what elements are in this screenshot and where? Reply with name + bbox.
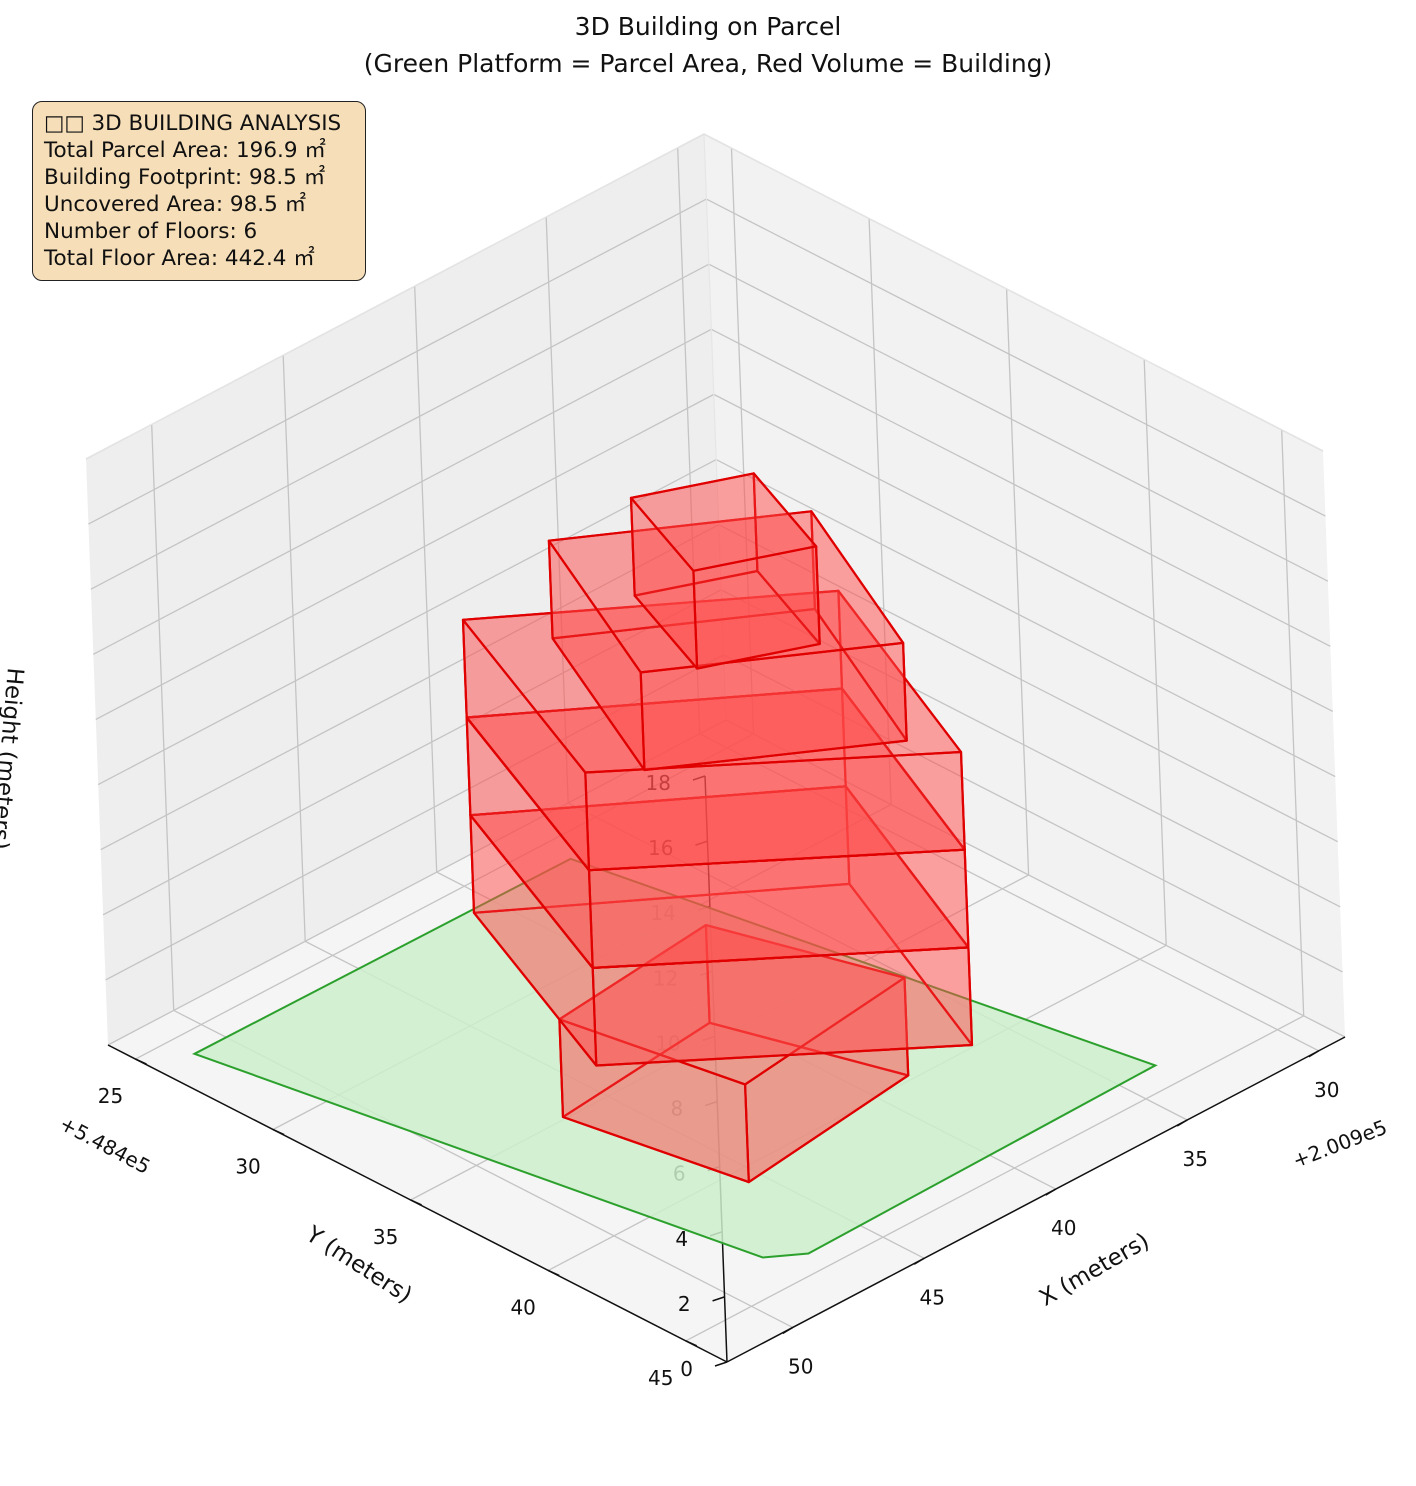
x-axis-line (726, 1036, 1346, 1363)
z-tick-mark (695, 840, 708, 846)
z-axis-label: Height (meters) (0, 667, 28, 851)
y-tick-label: 35 (373, 1225, 398, 1249)
info-line-uncovered: Uncovered Area: 98.5 ㎡ (44, 192, 307, 217)
pane-edge (703, 133, 727, 721)
x-tick-label: 30 (1314, 1078, 1339, 1102)
y-tick-mark (410, 1199, 422, 1206)
x-tick-mark (1045, 1188, 1057, 1196)
y-tick-mark (547, 1269, 560, 1277)
floor-top-face (547, 510, 905, 674)
x-tick-label: 35 (1182, 1147, 1207, 1171)
x-axis-label: X (meters) (1035, 1228, 1154, 1312)
info-line-footprint: Building Footprint: 98.5 ㎡ (44, 165, 326, 190)
data-polygons (192, 472, 1158, 1259)
z-tick-label: 16 (648, 836, 673, 860)
floor-4 (461, 589, 966, 872)
x-tick-label: 45 (920, 1285, 945, 1309)
chart-subtitle: (Green Platform = Parcel Area, Red Volum… (364, 49, 1053, 78)
x-tick-label: 50 (788, 1354, 813, 1378)
y-tick-label: 30 (235, 1155, 260, 1179)
x-axis-offset: +2.009e5 (1289, 1115, 1390, 1173)
chart-title: 3D Building on Parcel (575, 12, 842, 41)
right-back-pane (86, 134, 726, 1045)
y-axis-label: Y (meters) (300, 1221, 416, 1309)
analysis-info-box: □□ 3D BUILDING ANALYSIS Total Parcel Are… (32, 101, 366, 281)
axis-lines (107, 775, 1346, 1367)
pane-edge (703, 133, 1324, 452)
y-tick-mark (685, 1340, 698, 1347)
parcel-platform (192, 857, 1158, 1259)
z-tick-label: 0 (680, 1357, 693, 1381)
info-heading: □□ 3D BUILDING ANALYSIS (44, 111, 342, 136)
z-tick-mark (712, 1296, 725, 1302)
floor-6 (629, 472, 821, 670)
y-tick-mark (135, 1058, 147, 1065)
y-tick-label: 45 (648, 1366, 673, 1390)
info-line-floor-area: Total Floor Area: 442.4 ㎡ (44, 246, 315, 271)
z-tick-label: 18 (646, 771, 671, 795)
x-tick-mark (913, 1257, 925, 1265)
info-line-parcel-area: Total Parcel Area: 196.9 ㎡ (44, 138, 326, 163)
y-axis-offset: +5.484e5 (56, 1111, 155, 1179)
x-tick-label: 40 (1051, 1216, 1076, 1240)
z-tick-label: 4 (675, 1227, 688, 1251)
floor-top-face (629, 472, 818, 572)
z-tick-mark (692, 775, 706, 781)
floor-3 (465, 687, 970, 970)
floor-5 (547, 510, 908, 772)
left-back-pane (704, 134, 1345, 1037)
x-tick-mark (1308, 1050, 1320, 1058)
floor-2 (469, 785, 974, 1067)
x-tick-mark (1176, 1119, 1188, 1127)
pane-edge (85, 133, 705, 460)
info-line-floors: Number of Floors: 6 (44, 219, 258, 244)
y-tick-mark (272, 1128, 285, 1136)
x-tick-mark (782, 1326, 794, 1335)
z-tick-label: 2 (678, 1292, 691, 1316)
z-tick-mark (714, 1361, 728, 1367)
y-tick-label: 40 (510, 1295, 535, 1319)
y-tick-label: 25 (98, 1084, 123, 1108)
floor-top-face (461, 589, 963, 774)
